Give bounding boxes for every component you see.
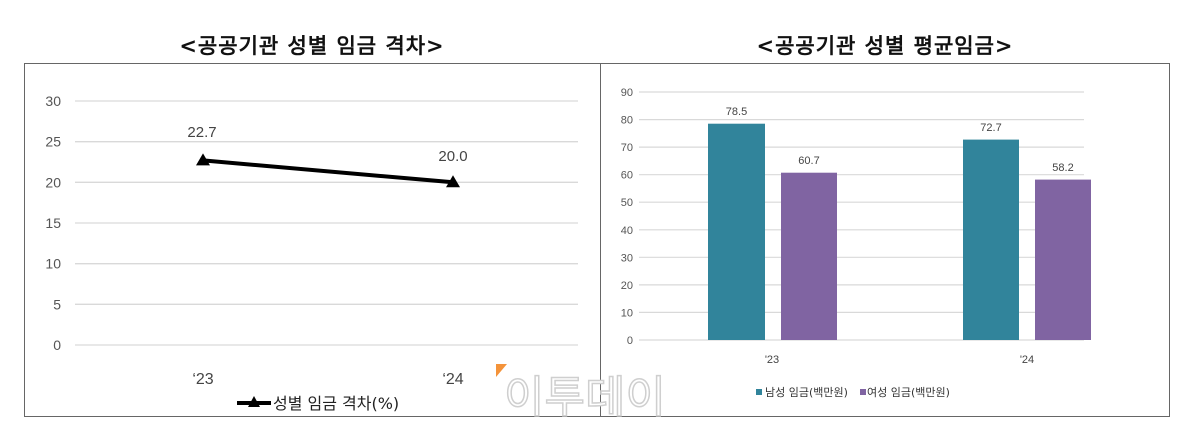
y-tick: 40 <box>621 225 633 237</box>
y-tick: 30 <box>621 252 633 264</box>
watermark-accent-icon <box>496 364 507 377</box>
legend: 성별 임금 격차(%) <box>237 394 399 413</box>
legend-male-swatch-icon <box>756 389 762 395</box>
triangle-marker-icon <box>196 153 210 166</box>
watermark-text: 이투데이 <box>504 372 666 423</box>
bar-male-2024 <box>963 139 1019 340</box>
y-tick: 10 <box>45 256 61 272</box>
y-tick: 0 <box>53 337 61 353</box>
legend-triangle-icon <box>248 396 260 407</box>
y-tick: 30 <box>45 93 61 109</box>
y-tick: 90 <box>621 87 633 99</box>
y-tick: 15 <box>45 215 61 231</box>
y-tick: 25 <box>45 134 61 150</box>
legend: 남성 임금(백만원) 여성 임금(백만원) <box>756 386 950 399</box>
gridlines <box>75 100 578 346</box>
y-tick: 60 <box>621 170 633 182</box>
data-label: 58.2 <box>1052 162 1073 174</box>
bar-male-2023 <box>708 123 765 340</box>
gender-average-wage-chart: 90 80 70 60 50 40 30 20 10 0 78.5 60.7 7… <box>600 63 1170 417</box>
data-label: 78.5 <box>726 106 747 118</box>
bar-female-2024 <box>1035 179 1091 340</box>
y-axis-labels: 90 80 70 60 50 40 30 20 10 0 <box>621 87 633 347</box>
legend-label-male: 남성 임금(백만원) <box>765 386 848 399</box>
right-chart-title: <공공기관 성별 평균임금> <box>756 34 1014 58</box>
bar-chart-svg: 90 80 70 60 50 40 30 20 10 0 78.5 60.7 7… <box>621 87 1091 399</box>
triangle-marker-icon <box>446 175 460 188</box>
y-tick: 80 <box>621 115 633 127</box>
legend-label: 성별 임금 격차(%) <box>273 394 399 413</box>
y-tick: 20 <box>45 174 61 190</box>
gender-wage-gap-chart: 30 25 20 15 10 5 0 22.7 20.0 ‘23 ‘24 성별 … <box>24 63 601 417</box>
data-label: 60.7 <box>798 155 819 167</box>
y-tick: 5 <box>53 296 61 312</box>
legend-female-swatch-icon <box>860 389 866 395</box>
wage-gap-line <box>202 158 454 185</box>
x-tick: ‘24 <box>442 371 463 388</box>
x-tick: '23 <box>765 354 779 366</box>
bar-female-2023 <box>781 172 837 340</box>
data-label: 22.7 <box>187 124 216 141</box>
x-tick: ‘23 <box>192 371 213 388</box>
y-tick: 0 <box>627 335 633 347</box>
left-chart-title: <공공기관 성별 임금 격차> <box>179 34 445 58</box>
y-tick: 20 <box>621 280 633 292</box>
y-tick: 10 <box>621 307 633 319</box>
x-tick: '24 <box>1020 354 1034 366</box>
y-tick: 50 <box>621 197 633 209</box>
y-axis-labels: 30 25 20 15 10 5 0 <box>45 93 61 353</box>
data-label: 72.7 <box>980 122 1001 134</box>
legend-label-female: 여성 임금(백만원) <box>867 386 950 399</box>
line-chart-svg: 30 25 20 15 10 5 0 22.7 20.0 ‘23 ‘24 성별 … <box>45 93 578 413</box>
y-tick: 70 <box>621 142 633 154</box>
watermark: 이투데이 <box>496 364 667 424</box>
data-label: 20.0 <box>438 148 467 165</box>
